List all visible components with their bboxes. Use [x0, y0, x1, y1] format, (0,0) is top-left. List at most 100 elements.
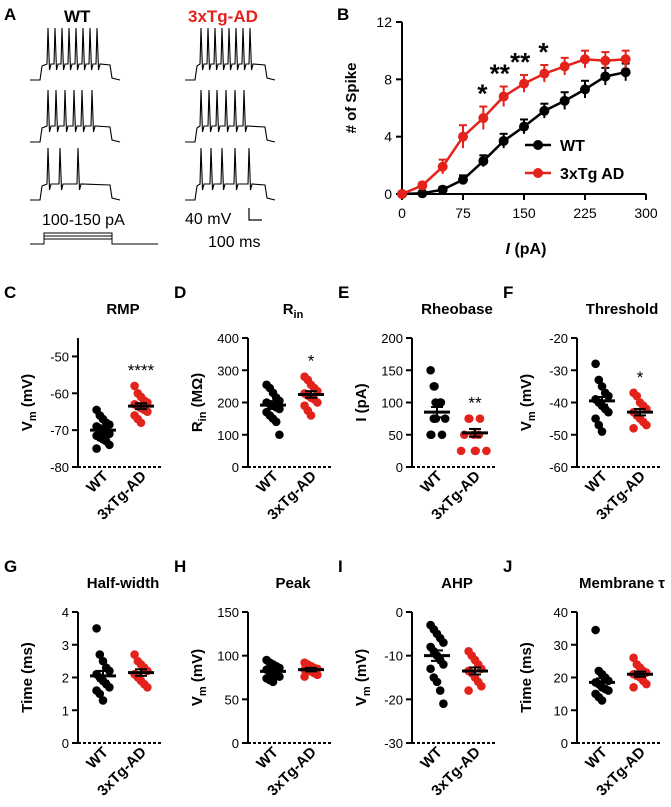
- dot: [431, 398, 440, 407]
- y-axis-label: Rin (MΩ): [189, 373, 209, 432]
- scale-bar: [248, 208, 262, 221]
- stimulus-protocol: [30, 232, 158, 245]
- dot: [105, 683, 114, 692]
- group-wt: [589, 625, 615, 705]
- x-group-label: WT: [417, 744, 446, 773]
- sig-marker: **: [490, 59, 511, 89]
- b-xtick-label: 225: [573, 205, 597, 221]
- group-wt: [424, 620, 450, 708]
- x-group-label: WT: [83, 744, 112, 773]
- dot: [477, 681, 486, 691]
- b-xtick-label: 300: [634, 205, 658, 221]
- panel-b-label: B: [337, 5, 349, 24]
- dot: [130, 381, 139, 391]
- dot: [475, 414, 485, 423]
- ytick-label: -30: [384, 736, 403, 751]
- dot: [430, 382, 439, 391]
- ytick-label: -60: [50, 386, 69, 401]
- data-point: [539, 105, 550, 116]
- ylabel-sub: in: [197, 411, 209, 421]
- dot: [435, 686, 445, 695]
- dot: [275, 404, 284, 414]
- ytick-label: 50: [225, 692, 239, 707]
- dot: [95, 689, 105, 699]
- data-point: [600, 71, 611, 82]
- dot: [632, 391, 642, 401]
- panel-title: Half-width: [87, 575, 160, 592]
- b-ytick-label: 12: [376, 14, 392, 30]
- dot: [604, 391, 613, 401]
- x-group-label: WT: [417, 468, 446, 497]
- tg-traces-label: 3xTg-AD: [188, 7, 258, 26]
- b-xtick-label: 75: [455, 205, 471, 221]
- ylabel-sub: m: [361, 686, 373, 696]
- panel-title: Threshold: [586, 301, 659, 318]
- group-wt: [90, 624, 116, 705]
- xlabel-symbol: I: [506, 241, 511, 258]
- data-point: [417, 188, 428, 199]
- y-axis-label: Vm (mV): [19, 374, 39, 431]
- dot: [471, 446, 481, 456]
- panel-label: C: [4, 283, 16, 302]
- ytick-label: 100: [217, 649, 239, 664]
- ytick-label: 50: [389, 428, 403, 443]
- y-axis-label: Time (ms): [19, 642, 36, 713]
- wt-voltage-traces: [30, 27, 121, 201]
- series-tg: [397, 49, 631, 199]
- legend-marker: [533, 140, 543, 150]
- dot: [456, 446, 466, 456]
- dot: [440, 414, 450, 423]
- group-tg: [627, 653, 653, 692]
- ytick-label: -80: [50, 460, 69, 475]
- panel-b-ylabel: # of Spike: [343, 63, 360, 134]
- y-axis-label: Vm (mV): [189, 649, 209, 706]
- dot: [604, 686, 613, 695]
- ylabel-unit: (mV): [518, 374, 535, 412]
- ytick-label: 150: [217, 605, 239, 620]
- dot: [300, 672, 309, 681]
- panel-a-label: A: [4, 5, 16, 24]
- dot: [143, 683, 152, 692]
- significance: *: [637, 368, 644, 387]
- dot: [98, 656, 108, 666]
- wt-trace-2: [30, 89, 121, 143]
- ylabel-sub: m: [197, 686, 209, 696]
- panel-title: AHP: [441, 575, 473, 592]
- data-point: [620, 54, 631, 65]
- dot: [591, 414, 600, 423]
- ytick-label: 100: [381, 396, 403, 411]
- dot: [313, 670, 322, 680]
- panel-title: Membrane τ: [579, 575, 665, 592]
- b-ytick-label: 4: [384, 129, 392, 145]
- dot: [105, 666, 114, 676]
- tg-trace-3: [185, 147, 276, 201]
- data-point: [580, 84, 590, 95]
- ylabel-unit: (mV): [353, 649, 370, 687]
- significance: *: [308, 352, 315, 371]
- ytick-label: -50: [50, 349, 69, 364]
- dot: [591, 625, 600, 635]
- dot: [105, 429, 114, 439]
- panel-title: Peak: [275, 575, 311, 592]
- group-wt: [90, 405, 116, 453]
- ylabel-sub: m: [526, 411, 538, 421]
- y-axis-label: Time (ms): [518, 642, 535, 713]
- dot: [95, 650, 105, 659]
- sig-marker: *: [538, 37, 549, 67]
- dot: [642, 679, 651, 689]
- dot: [597, 382, 607, 391]
- scale-mv-label: 40 mV: [185, 211, 232, 228]
- dot: [271, 417, 281, 427]
- data-point: [580, 54, 590, 65]
- data-point: [498, 135, 509, 146]
- dot: [597, 696, 607, 705]
- panel-title: Rheobase: [421, 301, 493, 318]
- dot: [439, 699, 448, 708]
- ylabel-unit: (mV): [189, 649, 206, 687]
- data-point: [437, 161, 448, 172]
- dot: [591, 359, 600, 369]
